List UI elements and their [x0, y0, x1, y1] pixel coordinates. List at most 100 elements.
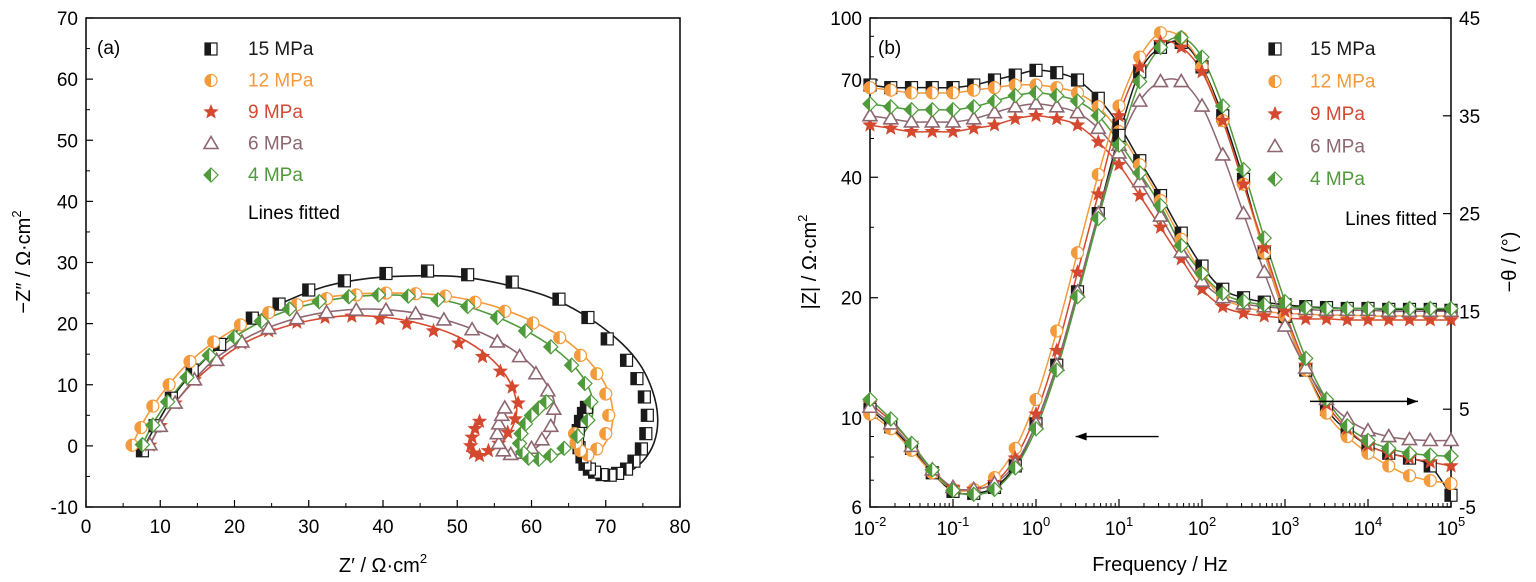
bode-legend-label: 9 MPa: [1310, 104, 1365, 125]
bode-modulus-point-4-mpa: [1235, 293, 1252, 310]
bode-modulus-point-4-mpa: [1152, 197, 1169, 214]
nyquist-y-tick-label: 50: [57, 131, 78, 152]
nyquist-point-15-mpa: [302, 283, 316, 297]
bode-modulus-point-9-mpa: [1111, 156, 1127, 172]
bode-modulus-point-4-mpa: [1048, 87, 1065, 104]
bode-modulus-point-4-mpa: [1443, 300, 1459, 317]
bode-modulus-point-4-mpa: [1318, 300, 1335, 317]
nyquist-point-9-mpa: [492, 363, 509, 378]
bode-phase-point-6-mpa: [1255, 263, 1273, 279]
bode-phase-point-4-mpa: [1401, 445, 1418, 462]
nyquist-point-4-mpa: [563, 357, 580, 374]
bode-phase-point-12-mpa: [1112, 99, 1126, 113]
bode-modulus-point-15-mpa: [1050, 66, 1064, 80]
nyquist-point-4-mpa: [459, 298, 476, 315]
bode-legend-marker: [1267, 105, 1283, 121]
bode-legend-label: 6 MPa: [1310, 137, 1365, 158]
nyquist-point-15-mpa: [505, 275, 519, 289]
bode-phase-point-6-mpa: [1421, 431, 1439, 447]
bode-phase-point-9-mpa: [1090, 185, 1106, 201]
nyquist-point-4-mpa: [542, 339, 559, 355]
bode-phase-point-4-mpa: [1380, 440, 1397, 457]
bode-phase-point-12-mpa: [1091, 167, 1105, 182]
bode-phase-point-4-mpa: [965, 486, 982, 503]
nyquist-point-12-mpa: [183, 354, 197, 369]
bode-modulus-point-9-mpa: [1401, 311, 1418, 327]
nyquist-point-15-mpa: [420, 264, 435, 278]
bode-phase-point-6-mpa: [1131, 92, 1149, 107]
bode-phase-point-6-mpa: [1235, 205, 1252, 220]
bode-phase-point-4-mpa: [1048, 362, 1065, 378]
bode-modulus-point-12-mpa: [904, 86, 919, 100]
bode-y-axis-label: |Z| / Ω·cm2: [795, 215, 821, 310]
bode-modulus-point-4-mpa: [945, 101, 961, 118]
bode-phase-point-12-mpa: [1319, 406, 1334, 420]
nyquist-point-6-mpa: [288, 310, 306, 325]
nyquist-point-9-mpa: [500, 424, 516, 439]
nyquist-legend-label: 4 MPa: [248, 165, 303, 186]
bode-x-tick-label: 103: [1271, 514, 1299, 540]
nyquist-point-15-mpa: [552, 292, 566, 306]
bode-phase-point-4-mpa: [882, 411, 899, 427]
bode-modulus-point-4-mpa: [882, 98, 899, 115]
nyquist-point-15-mpa: [619, 353, 634, 367]
nyquist-x-tick-label: 60: [521, 517, 542, 538]
bode-phase-point-6-mpa: [1442, 431, 1460, 447]
nyquist-point-4-mpa: [511, 435, 528, 452]
bode-modulus-point-4-mpa: [1380, 300, 1397, 317]
bode-modulus-point-6-mpa: [944, 113, 962, 128]
nyquist-point-9-mpa: [464, 429, 480, 444]
nyquist-point-15-mpa: [630, 372, 644, 386]
bode-x-tick-label: 10-1: [937, 514, 970, 540]
bode-modulus-point-9-mpa: [1298, 310, 1314, 326]
nyquist-point-12-mpa: [599, 427, 613, 441]
bode-phase-point-9-mpa: [1256, 239, 1272, 255]
nyquist-point-9-mpa: [471, 413, 488, 428]
bode-phase-point-4-mpa: [1339, 417, 1356, 434]
nyquist-point-6-mpa: [490, 415, 508, 430]
bode-phase-point-6-mpa: [1172, 72, 1190, 88]
bode-y2-tick-label: 5: [1459, 400, 1470, 421]
bode-phase-point-4-mpa: [1318, 391, 1335, 408]
nyquist-point-15-mpa: [634, 442, 648, 456]
bode-phase-point-4-mpa: [1443, 448, 1459, 464]
bode-y-tick-label: 20: [841, 289, 862, 310]
nyquist-point-15-mpa: [379, 266, 393, 281]
bode-modulus-point-4-mpa: [1401, 300, 1418, 317]
bode-phase-point-9-mpa: [1132, 58, 1148, 74]
nyquist-point-15-mpa: [639, 427, 653, 441]
nyquist-point-9-mpa: [462, 437, 479, 453]
panel-b-label: (b): [878, 38, 901, 59]
bode-phase-point-6-mpa: [1297, 359, 1315, 374]
bode-plot: 10-2 10-1 100 101 102 103 104 105 6 10 20 40 70 100 -5…: [795, 9, 1521, 576]
nyquist-point-12-mpa: [590, 367, 604, 381]
bode-modulus-point-6-mpa: [986, 104, 1003, 119]
nyquist-point-9-mpa: [399, 315, 415, 331]
nyquist-legend-marker: [204, 73, 218, 88]
bode-modulus-point-12-mpa: [863, 81, 877, 95]
bode-plot-frame: [869, 17, 1452, 508]
bode-phase-point-9-mpa: [1277, 303, 1293, 318]
bode-modulus-point-4-mpa: [1256, 296, 1273, 313]
bode-phase-point-4-mpa: [1152, 39, 1169, 56]
nyquist-point-6-mpa: [494, 442, 512, 457]
bode-modulus-point-4-mpa: [1194, 265, 1210, 282]
bode-phase-point-12-mpa: [1361, 446, 1375, 460]
bode-phase-point-4-mpa: [1422, 447, 1439, 464]
bode-phase-point-6-mpa: [1401, 430, 1418, 446]
bode-phase-point-4-mpa: [986, 481, 1003, 498]
nyquist-point-4-mpa: [577, 375, 593, 392]
nyquist-legend-marker: [202, 134, 220, 150]
nyquist-y-tick-label: 60: [57, 70, 78, 91]
nyquist-point-6-mpa: [542, 417, 560, 433]
bode-modulus-point-9-mpa: [1318, 310, 1335, 326]
bode-modulus-point-9-mpa: [1339, 311, 1355, 327]
bode-phase-point-4-mpa: [1297, 350, 1314, 367]
bode-modulus-point-9-mpa: [1256, 307, 1272, 323]
bode-phase-point-4-mpa: [1090, 210, 1107, 227]
nyquist-y-tick-label: -10: [51, 498, 78, 519]
nyquist-point-9-mpa: [504, 379, 520, 394]
nyquist-point-6-mpa: [496, 399, 514, 414]
bode-phase-point-4-mpa: [862, 391, 878, 408]
